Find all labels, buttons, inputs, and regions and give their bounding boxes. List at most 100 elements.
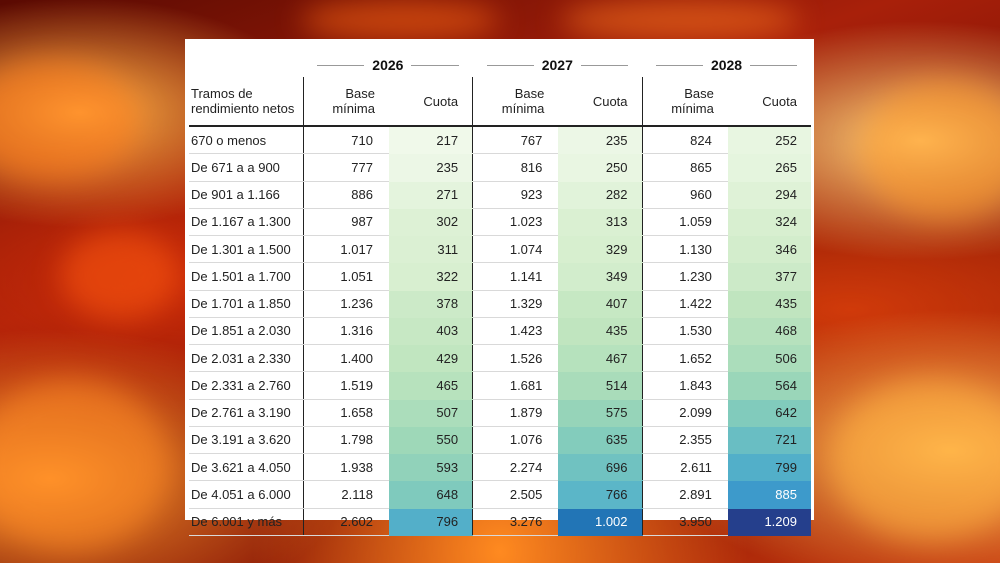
cuota-2028-cell: 346 [727, 235, 811, 264]
tramo-cell: De 3.191 a 3.620 [189, 426, 304, 455]
cuota-2027-cell: 435 [558, 317, 643, 346]
cuota-2026-cell: 271 [388, 181, 473, 209]
year-header-spacer [189, 53, 303, 77]
base-2028-cell: 1.059 [641, 208, 728, 237]
table-row: De 1.301 a 1.500 1.017 311 1.074 329 1.130 346 [189, 235, 811, 264]
base-header-2028: Base mínima [641, 77, 728, 127]
base-2026-cell: 1.236 [302, 290, 389, 318]
base-2027-cell: 1.141 [472, 262, 559, 291]
flame-glow [0, 60, 140, 180]
cuota-2028-cell: 721 [727, 426, 811, 455]
table-row: De 2.031 a 2.330 1.400 429 1.526 467 1.652 506 [189, 344, 811, 373]
tramo-cell: De 4.051 a 6.000 [189, 480, 304, 509]
cuota-2027-cell: 407 [558, 290, 643, 318]
table-row: De 1.701 a 1.850 1.236 378 1.329 407 1.422 435 [189, 290, 811, 318]
tramo-cell: De 1.701 a 1.850 [189, 290, 304, 318]
cuota-2027-cell: 766 [558, 480, 643, 509]
cuota-2028-cell: 642 [727, 399, 811, 427]
cuota-2026-cell: 235 [388, 153, 473, 182]
cuota-2026-cell: 378 [388, 290, 473, 318]
table-row: De 2.761 a 3.190 1.658 507 1.879 575 2.099 642 [189, 399, 811, 427]
table-body: 670 o menos 710 217 767 235 824 252 De 671 a a … [189, 126, 811, 536]
year-header-2027: 2027 [473, 53, 642, 77]
table-row: De 1.501 a 1.700 1.051 322 1.141 349 1.230 377 [189, 262, 811, 291]
cuota-2026-cell: 648 [388, 480, 473, 509]
tramo-cell: De 2.761 a 3.190 [189, 399, 304, 427]
cuota-2027-cell: 282 [558, 181, 643, 209]
base-2026-cell: 1.400 [302, 344, 389, 373]
cuota-2026-cell: 507 [388, 399, 473, 427]
base-2027-cell: 1.329 [472, 290, 559, 318]
cuota-2028-cell: 468 [727, 317, 811, 346]
table-row: De 1.167 a 1.300 987 302 1.023 313 1.059 324 [189, 208, 811, 237]
cuota-2026-cell: 322 [388, 262, 473, 291]
base-2027-cell: 1.023 [472, 208, 559, 237]
cuota-2027-cell: 329 [558, 235, 643, 264]
cuota-2027-cell: 313 [558, 208, 643, 237]
tramo-cell: De 2.031 a 2.330 [189, 344, 304, 373]
base-2026-cell: 886 [302, 181, 389, 209]
cuota-2027-cell: 635 [558, 426, 643, 455]
cuota-2026-cell: 465 [388, 371, 473, 400]
cuota-2028-cell: 1.209 [727, 508, 811, 536]
cuota-2026-cell: 593 [388, 453, 473, 482]
table-row: De 1.851 a 2.030 1.316 403 1.423 435 1.530 468 [189, 317, 811, 346]
base-2027-cell: 767 [472, 126, 559, 155]
table-row: De 671 a a 900 777 235 816 250 865 265 [189, 153, 811, 182]
table-row: De 4.051 a 6.000 2.118 648 2.505 766 2.891 885 [189, 480, 811, 509]
base-2026-cell: 1.051 [302, 262, 389, 291]
base-2027-cell: 1.074 [472, 235, 559, 264]
tramo-cell: De 901 a 1.166 [189, 181, 304, 209]
flame-glow [560, 0, 800, 40]
tramo-cell: 670 o menos [189, 126, 304, 155]
cuota-2028-cell: 799 [727, 453, 811, 482]
year-header-2028: 2028 [642, 53, 811, 77]
base-2026-cell: 1.798 [302, 426, 389, 455]
cuota-2026-cell: 796 [388, 508, 473, 536]
base-2027-cell: 1.526 [472, 344, 559, 373]
cuota-2027-cell: 467 [558, 344, 643, 373]
cuota-2026-cell: 429 [388, 344, 473, 373]
table-row: De 6.001 y más 2.602 796 3.276 1.002 3.950 1.2… [189, 508, 811, 536]
flame-glow [860, 80, 1000, 220]
base-2028-cell: 2.891 [641, 480, 728, 509]
tramo-cell: De 1.167 a 1.300 [189, 208, 304, 237]
base-2027-cell: 1.076 [472, 426, 559, 455]
cuota-2026-cell: 302 [388, 208, 473, 237]
table-row: De 3.191 a 3.620 1.798 550 1.076 635 2.355 721 [189, 426, 811, 455]
base-2027-cell: 3.276 [472, 508, 559, 536]
base-2028-cell: 824 [641, 126, 728, 155]
cuota-2028-cell: 435 [727, 290, 811, 318]
base-2026-cell: 1.938 [302, 453, 389, 482]
base-2028-cell: 3.950 [641, 508, 728, 536]
cuota-2028-cell: 324 [727, 208, 811, 237]
cuota-2028-cell: 294 [727, 181, 811, 209]
table-row: 670 o menos 710 217 767 235 824 252 [189, 126, 811, 155]
table-row: De 2.331 a 2.760 1.519 465 1.681 514 1.843 564 [189, 371, 811, 400]
cuota-2027-cell: 696 [558, 453, 643, 482]
cuota-header-2027: Cuota [558, 77, 643, 127]
quota-table-card: 2026 2027 2028 Tramos de rendimiento net… [185, 39, 814, 536]
base-2027-cell: 816 [472, 153, 559, 182]
tramos-header: Tramos de rendimiento netos [189, 77, 304, 127]
base-2026-cell: 1.519 [302, 371, 389, 400]
base-2026-cell: 777 [302, 153, 389, 182]
base-header-2026: Base mínima [302, 77, 389, 127]
cuota-2026-cell: 217 [388, 126, 473, 155]
base-2027-cell: 1.879 [472, 399, 559, 427]
base-2026-cell: 2.118 [302, 480, 389, 509]
base-2026-cell: 1.017 [302, 235, 389, 264]
cuota-2027-cell: 514 [558, 371, 643, 400]
base-2028-cell: 1.652 [641, 344, 728, 373]
cuota-2028-cell: 506 [727, 344, 811, 373]
cuota-2028-cell: 377 [727, 262, 811, 291]
column-header-row: Tramos de rendimiento netos Base mínima C… [189, 77, 811, 127]
cuota-2027-cell: 250 [558, 153, 643, 182]
base-2027-cell: 2.274 [472, 453, 559, 482]
base-2028-cell: 865 [641, 153, 728, 182]
cuota-2027-cell: 235 [558, 126, 643, 155]
cuota-2028-cell: 252 [727, 126, 811, 155]
base-2028-cell: 2.355 [641, 426, 728, 455]
table-row: De 3.621 a 4.050 1.938 593 2.274 696 2.611 799 [189, 453, 811, 482]
base-2026-cell: 2.602 [302, 508, 389, 536]
